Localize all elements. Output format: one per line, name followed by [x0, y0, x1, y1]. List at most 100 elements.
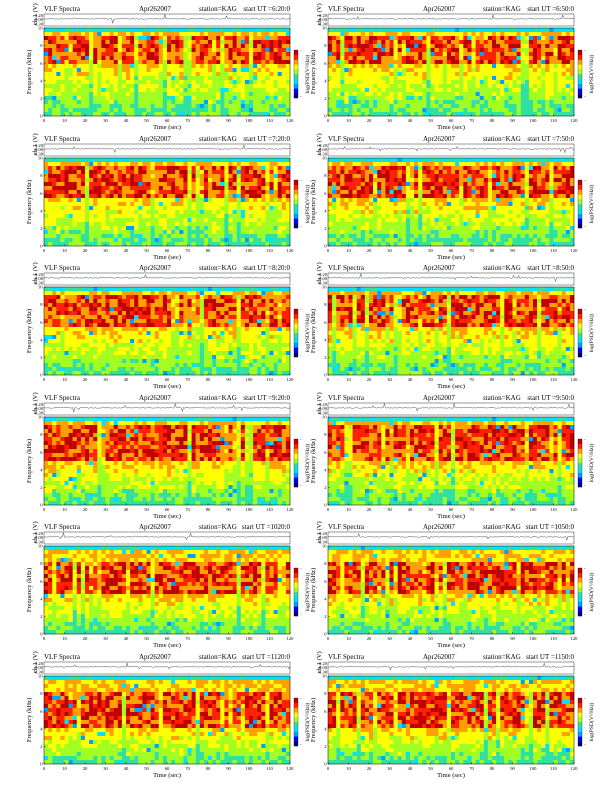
spectrogram-cell — [455, 32, 460, 37]
spectrogram-cell — [195, 186, 200, 191]
spectrogram-cell — [273, 242, 278, 247]
spectrogram-cell — [240, 238, 246, 243]
spectrogram-cell — [360, 88, 366, 93]
spectrogram-cell — [434, 170, 439, 175]
spectrogram-cell — [451, 170, 456, 175]
spectrogram-cell — [463, 72, 468, 77]
spectrogram-cell — [549, 202, 554, 207]
spectrogram-cell — [216, 234, 221, 239]
waveform-frame — [327, 143, 575, 157]
spectrogram-cell — [328, 158, 333, 163]
spectrogram-cell — [195, 52, 200, 57]
spectrogram-cell — [240, 182, 246, 187]
spectrogram-cell — [373, 198, 378, 203]
spectrogram-cell — [142, 104, 147, 109]
spectrogram-cell — [212, 182, 217, 187]
spectrogram-cell — [508, 76, 513, 81]
spectrogram-cell — [426, 36, 431, 41]
spectrogram-cell — [187, 170, 192, 175]
spectrogram-cell — [475, 64, 480, 69]
spectrogram-cell — [524, 60, 530, 65]
spectrogram-cell — [261, 170, 266, 175]
spectrogram-cell — [520, 190, 525, 195]
spectrogram-cell — [385, 40, 390, 45]
spectrogram-cell — [393, 186, 398, 191]
spectrogram-cell — [130, 80, 135, 85]
spectrogram-cell — [533, 48, 538, 53]
spectrogram-cell — [261, 44, 266, 49]
spectrogram-cell — [364, 198, 370, 203]
spectrogram-cell — [183, 64, 188, 69]
spectrogram-cell — [455, 64, 460, 69]
spectrogram-cell — [232, 76, 237, 81]
spectrogram-cell — [545, 166, 550, 171]
spectrogram-cell — [236, 174, 241, 179]
spectrogram-cell — [463, 92, 468, 97]
spectrogram-cell — [191, 68, 196, 73]
spectrogram-cell — [203, 202, 209, 207]
spectrogram-cell — [281, 226, 287, 231]
spectrogram-cell — [364, 162, 370, 167]
spectrogram-cell — [228, 68, 233, 73]
spectrogram-cell — [85, 222, 90, 227]
spectrogram-cell — [191, 76, 196, 81]
x-tick-label: 60 — [165, 248, 170, 253]
spectrogram-cell — [76, 194, 82, 199]
spectrogram-cell — [438, 40, 443, 45]
spectrogram-cell — [126, 182, 131, 187]
spectrogram-cell — [76, 238, 82, 243]
spectrogram-cell — [401, 68, 407, 73]
spectrogram-cell — [101, 56, 106, 61]
spectrogram-cell — [541, 100, 546, 105]
spectrogram-cell — [216, 52, 221, 57]
spectrogram-cell — [130, 68, 135, 73]
spectrogram-cell — [471, 162, 476, 167]
spectrogram-cell — [381, 72, 386, 77]
spectrogram-cell — [261, 174, 266, 179]
spectrogram-cell — [216, 174, 221, 179]
spectrogram-cell — [528, 206, 534, 211]
spectrogram-cell — [344, 40, 349, 45]
spectrogram-cell — [216, 238, 221, 243]
spectrogram-cell — [80, 214, 86, 219]
y-axis-label: Frequency (kHz) — [310, 50, 317, 94]
spectrogram-cell — [142, 186, 147, 191]
spectrogram-cell — [89, 194, 94, 199]
spectrogram-cell — [487, 68, 493, 73]
spectrogram-cell — [199, 32, 205, 37]
spectrogram-cell — [208, 28, 213, 33]
spectrogram-cell — [381, 206, 386, 211]
spectrogram-cell — [451, 206, 456, 211]
spectrogram-cell — [352, 198, 357, 203]
spectrogram-cell — [492, 104, 497, 109]
spectrogram-cell — [109, 92, 114, 97]
spectrogram-cell — [44, 226, 49, 231]
spectrogram-cell — [89, 218, 94, 223]
spectrogram-cell — [336, 178, 341, 183]
spectrogram-cell — [146, 222, 151, 227]
colorbar-segment — [294, 218, 298, 224]
spectrogram-cell — [401, 28, 407, 33]
spectrogram-cell — [557, 72, 562, 77]
spectrogram-cell — [44, 28, 49, 33]
spectrogram-cell — [385, 182, 390, 187]
spectrogram-cell — [56, 48, 61, 53]
spectrogram-cell — [80, 194, 86, 199]
spectrogram-cell — [240, 88, 246, 93]
spectrogram-cell — [356, 96, 361, 101]
spectrogram-cell — [44, 76, 49, 81]
spectrogram-cell — [199, 76, 205, 81]
spectrogram-cell — [496, 186, 501, 191]
spectrogram-cell — [430, 56, 435, 61]
spectrogram-cell — [537, 40, 542, 45]
spectrogram-cell — [97, 174, 102, 179]
spectrogram-cell — [504, 162, 509, 167]
spectrogram-cell — [405, 68, 411, 73]
spectrogram-cell — [175, 202, 180, 207]
spectrogram-cell — [360, 76, 366, 81]
spectrogram-cell — [336, 52, 341, 57]
spectrogram-cell — [467, 44, 472, 49]
spectrogram-cell — [360, 210, 366, 215]
spectrogram-cell — [261, 202, 266, 207]
spectrogram-cell — [269, 214, 274, 219]
